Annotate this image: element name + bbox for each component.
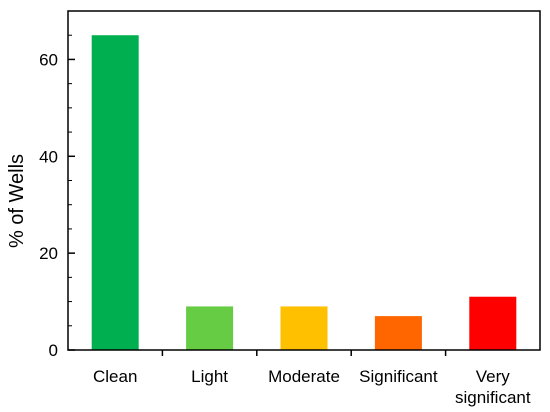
x-category-label: significant: [455, 388, 531, 407]
bar-0: [91, 35, 139, 350]
y-axis-title: % of Wells: [6, 154, 28, 248]
bars-group: [91, 35, 517, 350]
y-tick-label: 40: [39, 147, 58, 166]
x-labels-group: Clean Light Moderate Significant Very signifi…: [93, 367, 531, 407]
y-tick-label: 20: [39, 244, 58, 263]
bar-2: [280, 306, 328, 350]
plot-frame: [67, 10, 541, 351]
bar-4: [469, 296, 517, 350]
y-tick-label: 0: [49, 341, 58, 360]
x-category-label: Very: [476, 367, 511, 386]
bar-3: [374, 316, 422, 350]
bar-1: [186, 306, 234, 350]
y-tick-label: 60: [39, 50, 58, 69]
y-ticks-group: 0 20 40 60: [39, 34, 447, 360]
x-category-label: Moderate: [268, 367, 340, 386]
axes-group: [67, 10, 541, 351]
x-category-label: Significant: [359, 367, 438, 386]
x-category-label: Light: [191, 367, 228, 386]
x-category-label: Clean: [93, 367, 137, 386]
